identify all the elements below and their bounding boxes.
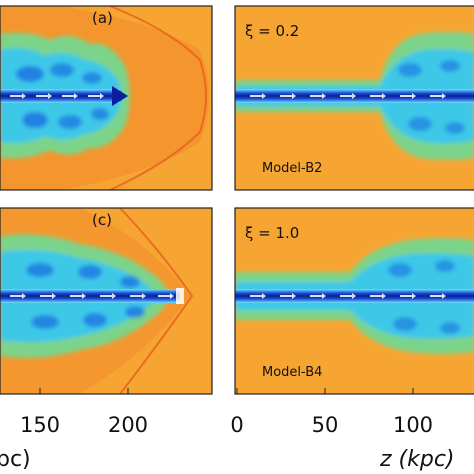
x-tick-left-150: 150 bbox=[20, 413, 60, 437]
panel-a bbox=[0, 6, 212, 190]
jet-arrows-b bbox=[250, 93, 446, 99]
jet-arrows-d bbox=[250, 293, 446, 299]
x-tick-right-0: 0 bbox=[230, 413, 243, 437]
x-tick-right-100: 100 bbox=[393, 413, 433, 437]
panel-d-annotation: ξ = 1.0 bbox=[245, 224, 299, 242]
panel-b-model: Model-B2 bbox=[262, 161, 322, 176]
jet-arrows-a bbox=[10, 93, 104, 99]
x-tick-left-200: 200 bbox=[108, 413, 148, 437]
panel-d bbox=[235, 208, 474, 394]
panel-c-label: (c) bbox=[92, 211, 112, 229]
tick-marks bbox=[39, 388, 414, 394]
panel-a-label: (a) bbox=[92, 9, 113, 27]
panel-b-annotation: ξ = 0.2 bbox=[245, 22, 299, 40]
panel-c bbox=[0, 208, 212, 394]
x-axis-label-left: pc) bbox=[0, 447, 31, 472]
panel-b bbox=[235, 6, 474, 190]
x-axis-label-right: z (kpc) bbox=[379, 447, 455, 472]
panel-d-model: Model-B4 bbox=[262, 365, 322, 380]
x-tick-right-50: 50 bbox=[312, 413, 339, 437]
jet-arrows-c bbox=[10, 293, 174, 299]
